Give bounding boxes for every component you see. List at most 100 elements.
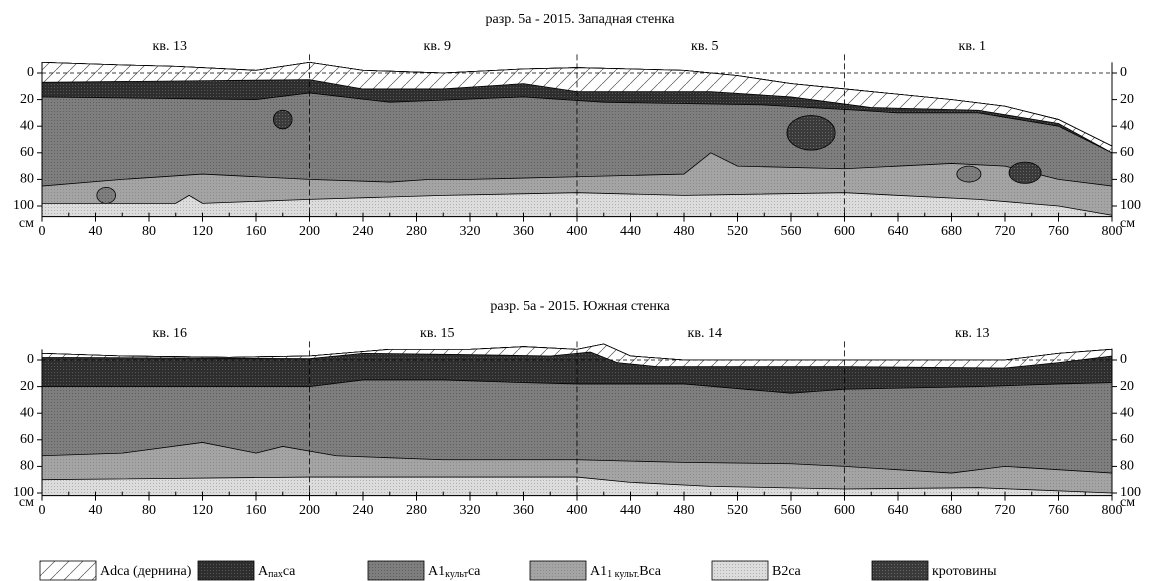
depth-unit: см [19,495,34,510]
y-tick-label: 40 [20,405,34,420]
depth-unit: см [19,216,34,231]
legend-label: A11 культ.Bca [590,564,662,580]
y-tick-label: 60 [20,145,34,160]
y-tick-label: 80 [20,459,34,474]
legend-label-part: B2ca [772,564,802,579]
legend-swatch [367,560,425,581]
legend-swatch [39,560,97,581]
legend-swatch [197,560,255,581]
legend-label: кротовины [932,564,997,579]
x-tick-label: 160 [246,503,267,518]
y-tick-label: 40 [1120,405,1134,420]
panel-title: разр. 5а - 2015. Западная стенка [486,12,676,27]
y-tick-label: 20 [20,379,34,394]
krotovina [96,186,116,204]
y-tick-label: 20 [20,92,34,107]
square-label: кв. 13 [153,39,187,54]
legend-label-part: Adca (дернина) [100,564,192,579]
x-tick-label: 600 [834,503,855,518]
legend-label-part: A1 [590,564,607,579]
x-tick-label: 80 [142,503,156,518]
legend-label-part: ca [468,564,481,579]
legend-swatch [529,560,587,581]
x-tick-label: 720 [995,224,1016,239]
y-tick-label: 80 [1120,172,1134,187]
krotovina [1008,161,1042,184]
legend-label-part: пах [268,569,283,580]
legend-label: B2ca [772,564,802,579]
x-tick-label: 360 [513,503,534,518]
y-tick-label: 0 [1120,65,1127,80]
profile-panel: разр. 5а - 2015. Западная стенка кв. 13 кв… [13,12,1141,239]
x-tick-label: 80 [142,224,156,239]
x-tick-label: 680 [941,224,962,239]
x-tick-label: 640 [888,503,909,518]
legend-label-part: Bca [639,564,662,579]
square-label: кв. 13 [955,326,989,341]
profile-panel: разр. 5а - 2015. Южная стенка кв. 16 кв. 1… [13,299,1141,518]
legend-label: Aпахca [258,564,296,580]
depth-unit: см [1120,495,1135,510]
x-tick-label: 440 [620,224,641,239]
x-tick-label: 40 [89,224,103,239]
x-tick-label: 400 [567,224,588,239]
depth-unit: см [1120,216,1135,231]
y-tick-label: 100 [1120,485,1141,500]
x-tick-label: 280 [406,224,427,239]
y-tick-label: 80 [1120,459,1134,474]
x-tick-label: 720 [995,503,1016,518]
y-tick-label: 100 [13,485,34,500]
x-tick-label: 240 [353,224,374,239]
x-tick-label: 320 [460,503,481,518]
legend: Adca (дернина) Aпахca A1культca A11 культ.B… [39,560,997,581]
legend-label-part: кротовины [932,564,997,579]
x-tick-label: 0 [39,224,46,239]
legend-label: A1культca [428,564,481,580]
y-tick-label: 100 [13,198,34,213]
square-label: кв. 15 [420,326,454,341]
y-tick-label: 0 [27,65,34,80]
x-tick-label: 760 [1048,503,1069,518]
x-tick-label: 160 [246,224,267,239]
x-tick-label: 120 [192,503,213,518]
x-tick-label: 520 [727,503,748,518]
y-tick-label: 20 [1120,92,1134,107]
soil-layer [41,61,1113,154]
legend-label: Adca (дернина) [100,564,192,579]
x-tick-label: 240 [353,503,374,518]
x-tick-label: 120 [192,224,213,239]
panel-title: разр. 5а - 2015. Южная стенка [490,299,670,314]
x-tick-label: 40 [89,503,103,518]
square-label: кв. 1 [959,39,986,54]
legend-label-part: A1 [428,564,445,579]
y-tick-label: 0 [1120,352,1127,367]
square-label: кв. 5 [691,39,718,54]
y-tick-label: 60 [1120,432,1134,447]
x-tick-label: 360 [513,224,534,239]
krotovina [272,109,293,130]
legend-label-part: 1 культ. [607,569,639,580]
square-label: кв. 16 [153,326,187,341]
square-label: кв. 9 [424,39,451,54]
y-tick-label: 100 [1120,198,1141,213]
x-tick-label: 440 [620,503,641,518]
x-tick-label: 520 [727,224,748,239]
legend-label-part: культ [445,569,468,580]
x-tick-label: 680 [941,503,962,518]
y-tick-label: 40 [1120,118,1134,133]
legend-label-part: A [258,564,269,579]
x-tick-label: 760 [1048,224,1069,239]
x-tick-label: 400 [567,503,588,518]
legend-swatch [711,560,769,581]
y-tick-label: 80 [20,172,34,187]
x-tick-label: 560 [781,503,802,518]
krotovina [786,115,836,151]
y-tick-label: 60 [20,432,34,447]
krotovina [956,165,982,183]
x-tick-label: 280 [406,503,427,518]
x-tick-label: 480 [674,224,695,239]
legend-label-part: ca [283,564,296,579]
x-tick-label: 320 [460,224,481,239]
x-tick-label: 800 [1102,503,1123,518]
